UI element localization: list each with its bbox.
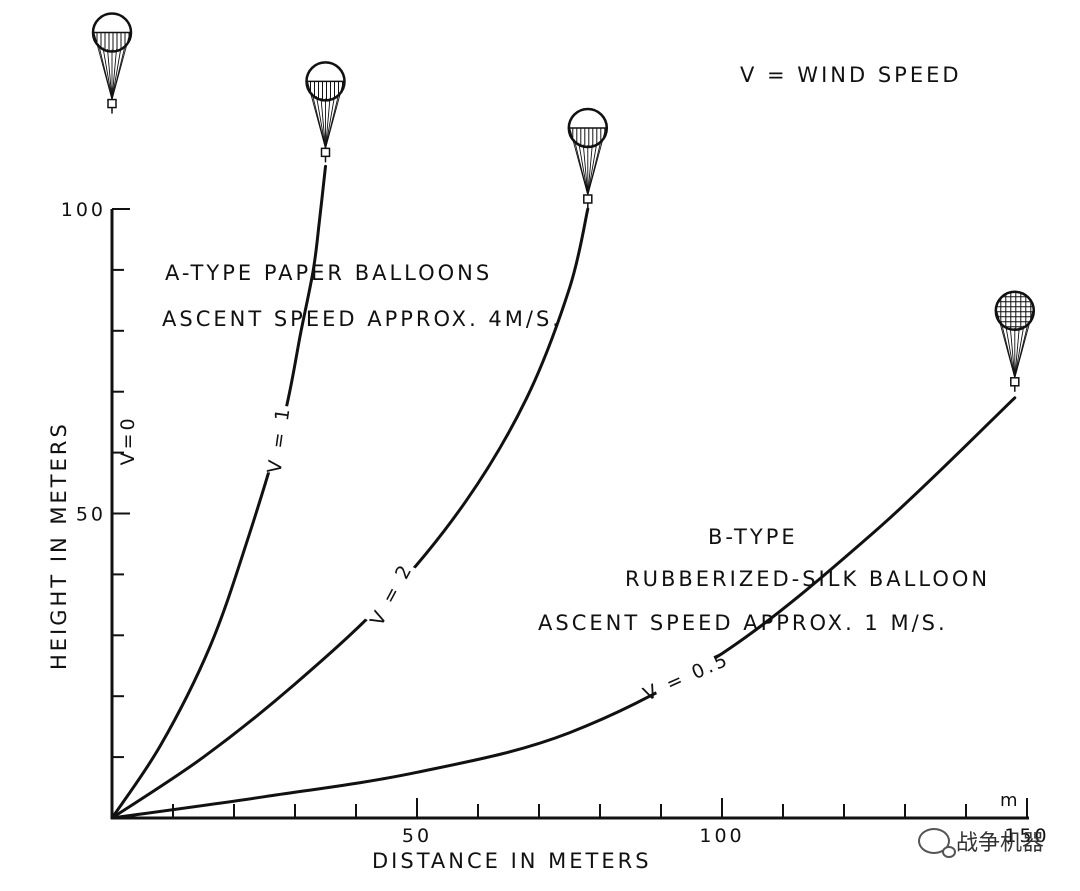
balloon-string xyxy=(102,47,113,100)
balloon-string xyxy=(320,97,326,149)
series-label: V=0 xyxy=(117,415,139,465)
balloon-instrument xyxy=(107,98,117,109)
x-tick-label: 150 xyxy=(1004,825,1049,847)
balloon-string xyxy=(582,144,589,196)
series-line-v-2 xyxy=(110,207,590,820)
balloon-string xyxy=(578,142,589,196)
annotation-a-speed: ASCENT SPEED APPROX. 4M/S. xyxy=(162,307,562,331)
balloon-instrument xyxy=(320,147,331,158)
chat-bubble-icon xyxy=(917,828,956,858)
balloon-string xyxy=(111,47,122,100)
series-label-bg xyxy=(649,649,723,701)
balloons-layer xyxy=(91,12,1036,392)
balloon-instrument xyxy=(1010,377,1020,387)
balloon-string xyxy=(587,144,593,196)
series-label-bg xyxy=(362,557,418,630)
balloon-string xyxy=(1014,327,1020,378)
balloon-string xyxy=(325,97,331,149)
paper-balloon-icon xyxy=(305,61,346,163)
balloon-string xyxy=(311,92,326,149)
balloon-string xyxy=(587,142,598,196)
balloon-string xyxy=(316,96,326,149)
balloon-string xyxy=(1014,310,1034,378)
balloon-string xyxy=(1009,327,1016,378)
y-tick-label: 50 xyxy=(76,504,106,526)
watermark-text: 战争机器 xyxy=(955,831,1044,856)
y-axis-label: HEIGHT IN METERS xyxy=(47,421,71,670)
series-label-group: V = 0.5 xyxy=(640,648,733,706)
axes-group: 50 100 150 50 100 xyxy=(61,199,1049,847)
balloon-string xyxy=(111,32,131,100)
series-label-bg xyxy=(259,403,295,475)
series-label-group: V = 1 xyxy=(259,403,295,475)
balloon-string xyxy=(1000,321,1016,378)
watermark: 战争机器 xyxy=(917,825,1044,858)
balloon-instrument xyxy=(583,194,593,204)
x-tick-label: 50 xyxy=(402,825,432,847)
series-line-v-0-5 xyxy=(110,396,1017,820)
paper-balloon-icon xyxy=(567,107,609,209)
axis-unit-mark: m xyxy=(1000,790,1021,811)
annotation-b-speed: ASCENT SPEED APPROX. 1 M/S. xyxy=(538,611,948,635)
x-axis-label: DISTANCE IN METERS xyxy=(372,849,652,873)
balloon-string xyxy=(111,49,117,100)
balloon-string xyxy=(573,139,589,196)
wind-speed-legend-note: V = WIND SPEED xyxy=(740,63,962,87)
balloon-string xyxy=(325,96,335,149)
balloon-string xyxy=(98,43,113,100)
balloon-string xyxy=(587,127,607,196)
paper-balloon-icon xyxy=(91,12,133,114)
balloon-string xyxy=(1014,325,1025,378)
series-label: V = 2 xyxy=(366,559,417,629)
balloon-string xyxy=(107,49,113,100)
y-tick-label: 100 xyxy=(61,199,106,221)
balloon-string xyxy=(325,81,344,149)
x-tick-label: 100 xyxy=(699,825,744,847)
silk-balloon-icon xyxy=(994,290,1036,392)
annotation-b-material: RUBBERIZED-SILK BALLOON xyxy=(625,567,990,591)
series-label-group: V = 2 xyxy=(362,557,418,630)
balloon-string xyxy=(1005,325,1016,378)
labels-layer: V = WIND SPEED A-TYPE PAPER BALLOONS ASC… xyxy=(47,63,1021,873)
annotation-a-type: A-TYPE PAPER BALLOONS xyxy=(165,261,492,285)
annotation-b-type: B-TYPE xyxy=(708,525,798,549)
